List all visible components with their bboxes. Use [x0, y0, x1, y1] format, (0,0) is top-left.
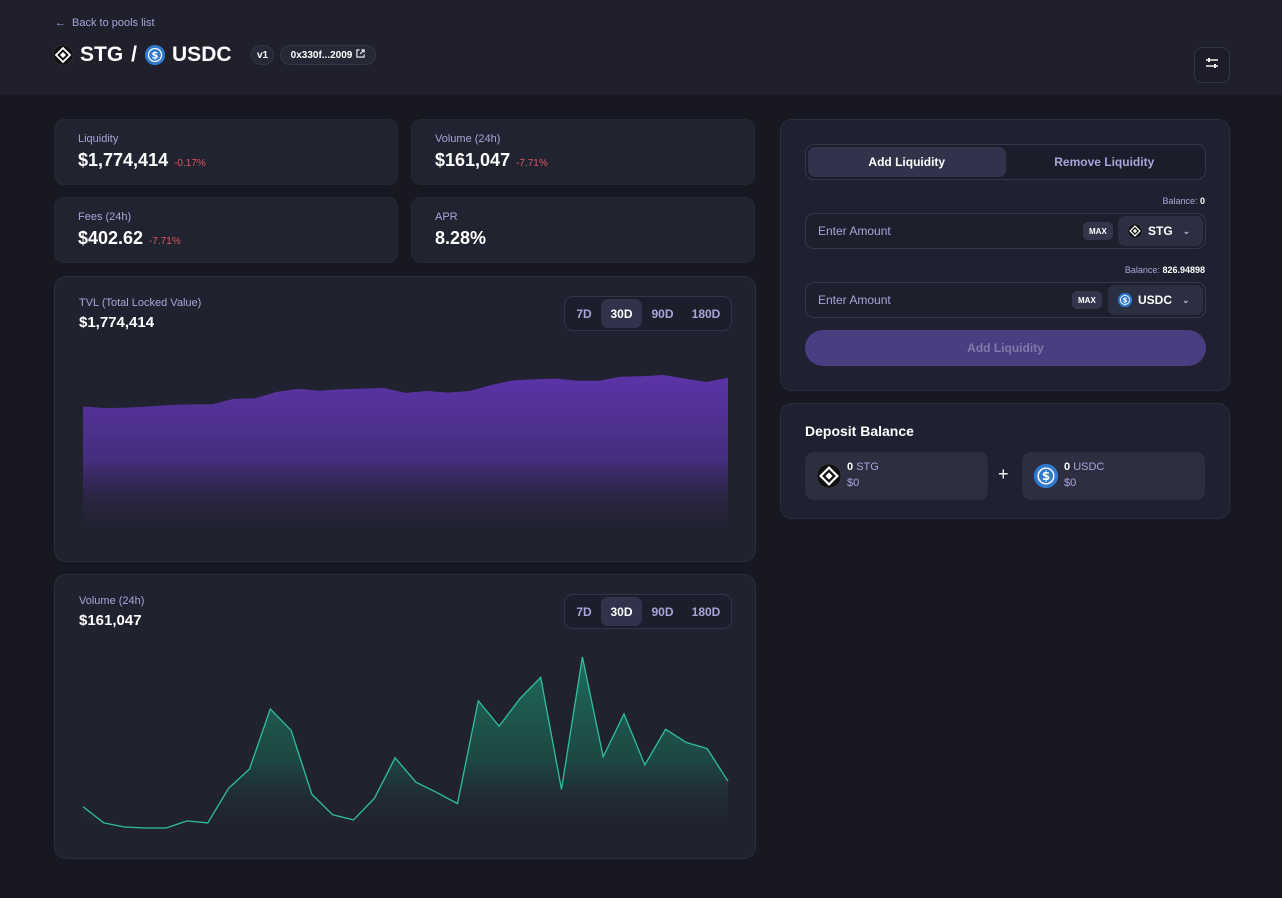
usdc-token-icon: $: [1118, 293, 1132, 307]
volume-line: [82, 656, 729, 829]
volume-value: $161,047: [435, 150, 511, 170]
liquidity-value: $1,774,414: [78, 150, 169, 170]
stg-deposit-symbol: STG: [856, 461, 879, 473]
usdc-token-symbol: USDC: [1138, 293, 1173, 307]
tvl-range-7d[interactable]: 7D: [576, 306, 592, 321]
usdc-deposit-symbol: USDC: [1073, 461, 1105, 473]
chevron-down-icon: ⌄: [1182, 294, 1190, 305]
fees-stat-card: Fees (24h) $402.62 -7.71%: [54, 197, 398, 263]
pool-header: ← Back to pools list STG / $ USDC v1 0x3…: [0, 0, 1282, 95]
back-to-pools-link[interactable]: ← Back to pools list: [55, 17, 155, 29]
fees-label: Fees (24h): [78, 211, 132, 223]
fees-change: -7.71%: [149, 236, 181, 247]
chevron-down-icon: ⌄: [1182, 225, 1191, 236]
tvl-range-90d[interactable]: 90D: [651, 306, 674, 321]
token-a-name: STG: [80, 43, 124, 66]
tvl-range-180d[interactable]: 180D: [691, 306, 721, 321]
svg-text:$: $: [1042, 469, 1050, 483]
stg-amount-field: MAX STG ⌄: [805, 213, 1206, 249]
deposit-balance-title: Deposit Balance: [805, 423, 914, 439]
usdc-balance-label: Balance:: [1124, 265, 1160, 275]
usdc-balance-value: 826.94898: [1162, 265, 1205, 275]
pair-separator: /: [131, 43, 138, 66]
stg-token-icon: [1128, 224, 1142, 238]
stg-deposit-usd: $0: [847, 477, 860, 489]
pair-title: STG / $ USDC: [53, 43, 232, 67]
pool-address: 0x330f...2009: [290, 49, 353, 61]
deposit-balance-panel: Deposit Balance 0 STG $0 + $ 0 USDC $0: [780, 403, 1230, 519]
fees-value: $402.62: [78, 228, 144, 248]
tvl-chart: [83, 375, 728, 529]
stg-amount-input[interactable]: [818, 214, 1048, 248]
stg-token-select[interactable]: STG ⌄: [1118, 216, 1203, 246]
usdc-deposit-value: 0: [1064, 461, 1071, 473]
stg-max-button[interactable]: MAX: [1083, 222, 1113, 240]
volume-range-180d[interactable]: 180D: [691, 604, 721, 619]
tab-add-liquidity[interactable]: Add Liquidity: [808, 147, 1006, 177]
arrow-left-icon: ←: [55, 17, 66, 29]
usdc-max-button[interactable]: MAX: [1072, 291, 1102, 309]
liquidity-label: Liquidity: [78, 133, 119, 145]
tvl-chart-label: TVL (Total Locked Value): [79, 297, 202, 309]
liquidity-stat-card: Liquidity $1,774,414 -0.17%: [54, 119, 398, 185]
volume-range-90d[interactable]: 90D: [651, 604, 674, 619]
volume-chart-label: Volume (24h): [79, 595, 145, 607]
stg-balance: Balance: 0: [1162, 196, 1205, 206]
plus-sign: +: [998, 464, 1009, 484]
tvl-range-30d[interactable]: 30D: [601, 299, 642, 328]
usdc-token-select[interactable]: $ USDC ⌄: [1108, 285, 1203, 315]
stg-balance-label: Balance:: [1162, 196, 1198, 206]
tvl-chart-value: $1,774,414: [79, 314, 155, 331]
usdc-token-icon: $: [1034, 464, 1058, 488]
sliders-icon: [1205, 56, 1219, 74]
svg-text:$: $: [152, 51, 159, 62]
volume-chart-value: $161,047: [79, 612, 142, 629]
stg-token-symbol: STG: [1148, 224, 1173, 238]
stg-deposit-card: 0 STG $0: [805, 452, 988, 500]
liquidity-panel: Add Liquidity Remove Liquidity Balance: …: [780, 119, 1230, 391]
stg-balance-value: 0: [1199, 196, 1205, 206]
apr-value: 8.28%: [435, 228, 487, 248]
version-badge: v1: [251, 45, 274, 65]
tvl-chart-card: TVL (Total Locked Value) $1,774,414 7D 3…: [54, 276, 756, 562]
back-link-label: Back to pools list: [72, 17, 155, 29]
tab-remove-liquidity[interactable]: Remove Liquidity: [1054, 155, 1155, 169]
svg-text:$: $: [1123, 296, 1128, 304]
volume-range-tabs: 7D 30D 90D 180D: [564, 594, 732, 629]
volume-range-30d[interactable]: 30D: [601, 597, 642, 626]
usdc-token-icon: $: [145, 45, 166, 65]
settings-button[interactable]: [1194, 47, 1230, 83]
stg-token-icon: [817, 464, 841, 488]
volume-stat-card: Volume (24h) $161,047 -7.71%: [411, 119, 755, 185]
volume-chart-card: Volume (24h) $161,047 7D 30D 90D 180D: [54, 574, 756, 859]
tvl-area: [83, 375, 728, 529]
external-link-icon: [356, 49, 365, 61]
volume-label: Volume (24h): [435, 133, 501, 145]
volume-chart: [82, 656, 729, 829]
usdc-balance: Balance: 826.94898: [1125, 265, 1205, 275]
volume-area: [83, 657, 728, 828]
stg-deposit-value: 0: [847, 461, 854, 473]
usdc-deposit-amount: 0 USDC: [1064, 461, 1104, 473]
usdc-deposit-usd: $0: [1064, 477, 1077, 489]
volume-range-7d[interactable]: 7D: [576, 604, 592, 619]
volume-change: -7.71%: [516, 158, 548, 169]
token-b-name: USDC: [172, 43, 232, 66]
add-liquidity-button[interactable]: Add Liquidity: [805, 330, 1206, 366]
liquidity-change: -0.17%: [174, 158, 206, 169]
stg-token-icon: [53, 45, 73, 65]
apr-label: APR: [435, 211, 458, 223]
pool-address-link[interactable]: 0x330f...2009: [280, 45, 376, 65]
usdc-amount-input[interactable]: [818, 283, 1048, 317]
apr-stat-card: APR 8.28%: [411, 197, 755, 263]
liquidity-tabs: Add Liquidity Remove Liquidity: [805, 144, 1206, 180]
usdc-amount-field: MAX $ USDC ⌄: [805, 282, 1206, 318]
stg-deposit-amount: 0 STG: [847, 461, 879, 473]
usdc-deposit-card: $ 0 USDC $0: [1022, 452, 1205, 500]
tvl-range-tabs: 7D 30D 90D 180D: [564, 296, 732, 331]
